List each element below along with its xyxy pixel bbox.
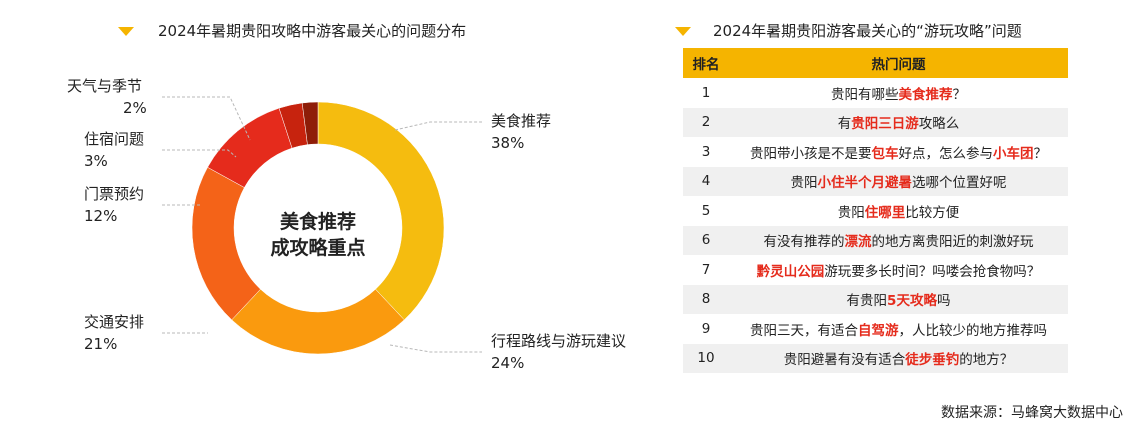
slice-label-lodging: 住宿问题 3% (84, 128, 144, 172)
slice-value-food: 38% (491, 134, 525, 152)
question-text: ？ (952, 86, 967, 103)
slice-label-tickets: 门票预约 12% (84, 183, 144, 227)
slice-value-tickets: 12% (84, 207, 118, 225)
rank-cell: 7 (701, 261, 711, 278)
question-text: 的地方离贵阳近的刺激好玩 (871, 234, 1034, 251)
slice-label-route: 行程路线与游玩建议 24% (491, 330, 626, 374)
section-marker-icon (118, 27, 134, 36)
center-line-2: 成攻略重点 (270, 237, 366, 259)
highlight-text: 漂流 (844, 234, 872, 251)
question-text: 的地方？ (959, 352, 1014, 369)
slice-label-transport: 交通安排 21% (84, 311, 144, 355)
section-marker-icon (675, 27, 691, 36)
table-header-row: 排名 热门问题 (683, 48, 1068, 78)
header-rank: 排名 (683, 48, 729, 78)
table-row: 3 贵阳带小孩是不是要包车好点，怎么参与小车团？ (683, 137, 1068, 167)
slice-name-route: 行程路线与游玩建议 (491, 332, 627, 350)
slice-value-lodging: 3% (84, 152, 108, 170)
rank-cell: 10 (683, 343, 729, 373)
highlight-text: 美食推荐 (898, 86, 953, 103)
rank-cell: 9 (701, 320, 711, 337)
rank-cell: 8 (683, 284, 729, 314)
question-text: 有贵阳 (846, 293, 888, 310)
slice-name-lodging: 住宿问题 (84, 130, 145, 148)
table-row: 6 有没有推荐的漂流的地方离贵阳近的刺激好玩 (683, 225, 1068, 255)
question-text: 比较方便 (905, 204, 960, 221)
highlight-text: 黔灵山公园 (756, 263, 825, 280)
question-text: 有没有推荐的 (763, 234, 845, 251)
highlight-text: 小住半个月避暑 (817, 175, 913, 192)
rank-cell: 6 (683, 225, 729, 255)
question-cell: 黔灵山公园游玩要多长时间？吗喽会抢食物吗？ (729, 255, 1068, 285)
donut-slice-food (317, 101, 445, 321)
table-row: 10 贵阳避暑有没有适合徒步垂钓的地方？ (683, 343, 1068, 373)
table-row: 8 有贵阳5天攻略吗 (683, 284, 1068, 314)
question-cell: 贵阳带小孩是不是要包车好点，怎么参与小车团？ (729, 137, 1068, 167)
highlight-text: 贵阳三日游 (851, 116, 919, 133)
table-row: 4 贵阳小住半个月避暑选哪个位置好呢 (683, 166, 1068, 196)
highlight-text: 小车团 (993, 145, 1034, 162)
slice-label-food: 美食推荐 38% (491, 110, 551, 154)
question-text: 攻略么 (918, 116, 960, 133)
slice-value-route: 24% (491, 354, 525, 372)
question-text: 贵阳带小孩是不是要 (750, 145, 872, 162)
question-text: 有 (837, 116, 852, 133)
question-text: ，人比较少的地方推荐吗 (898, 322, 1048, 339)
slice-value-weather: 2% (123, 99, 147, 117)
question-text: 游玩要多长时间？吗喽会抢食物吗？ (824, 263, 1041, 280)
question-cell: 贵阳有哪些美食推荐？ (729, 78, 1068, 108)
left-chart-title: 2024年暑期贵阳攻略中游客最关心的问题分布 (158, 22, 467, 40)
question-text: 贵阳三天，有适合 (750, 322, 858, 339)
highlight-text: 包车 (871, 145, 899, 162)
table-row: 2 有贵阳三日游攻略么 (683, 107, 1068, 137)
slice-name-transport: 交通安排 (84, 313, 145, 331)
donut-center-text: 美食推荐 成攻略重点 (238, 209, 398, 261)
data-source: 数据来源：马蜂窝大数据中心 (941, 405, 1123, 421)
rank-cell: 1 (701, 84, 711, 101)
table-row: 9 贵阳三天，有适合自驾游，人比较少的地方推荐吗 (683, 314, 1068, 344)
question-cell: 贵阳小住半个月避暑选哪个位置好呢 (729, 166, 1068, 196)
rank-cell: 2 (683, 107, 729, 137)
slice-name-food: 美食推荐 (491, 112, 552, 130)
ranking-table: 排名 热门问题 1 贵阳有哪些美食推荐？ 2 有贵阳三日游攻略么 3 贵阳带小孩是不是要包… (683, 48, 1068, 373)
question-text: 选哪个位置好呢 (912, 175, 1007, 192)
question-text: 贵阳 (790, 175, 818, 192)
table-body: 1 贵阳有哪些美食推荐？ 2 有贵阳三日游攻略么 3 贵阳带小孩是不是要包车好点，怎么参与… (683, 78, 1068, 373)
question-text: ？ (1033, 145, 1048, 162)
question-text: 贵阳避暑有没有适合 (783, 352, 906, 369)
header-question: 热门问题 (729, 48, 1068, 78)
highlight-text: 5天攻略 (887, 293, 937, 310)
rank-cell: 3 (701, 143, 711, 160)
slice-name-tickets: 门票预约 (84, 185, 145, 203)
table-row: 5 贵阳住哪里比较方便 (683, 196, 1068, 226)
slice-name-weather: 天气与季节 (67, 77, 143, 95)
rank-cell: 5 (701, 202, 711, 219)
highlight-text: 自驾游 (858, 322, 899, 339)
table-row: 7 黔灵山公园游玩要多长时间？吗喽会抢食物吗？ (683, 255, 1068, 285)
table-row: 1 贵阳有哪些美食推荐？ (683, 78, 1068, 108)
highlight-text: 住哪里 (864, 204, 906, 221)
center-line-1: 美食推荐 (279, 211, 356, 233)
question-cell: 贵阳三天，有适合自驾游，人比较少的地方推荐吗 (729, 314, 1068, 344)
question-cell: 有贵阳三日游攻略么 (729, 107, 1068, 137)
slice-label-weather: 天气与季节 2% (67, 75, 147, 119)
question-text: 贵阳有哪些 (831, 86, 899, 103)
question-text: 吗 (936, 293, 951, 310)
question-cell: 贵阳住哪里比较方便 (729, 196, 1068, 226)
question-cell: 有没有推荐的漂流的地方离贵阳近的刺激好玩 (729, 225, 1068, 255)
donut-slice-weather (301, 101, 319, 145)
slice-value-transport: 21% (84, 335, 118, 353)
donut-chart (191, 101, 445, 355)
question-cell: 有贵阳5天攻略吗 (729, 284, 1068, 314)
highlight-text: 徒步垂钓 (905, 352, 960, 369)
question-cell: 贵阳避暑有没有适合徒步垂钓的地方？ (729, 343, 1068, 373)
donut-slice-route (231, 288, 405, 355)
question-text: 好点，怎么参与 (898, 145, 994, 162)
rank-cell: 4 (683, 166, 729, 196)
question-text: 贵阳 (837, 204, 865, 221)
right-table-title: 2024年暑期贵阳游客最关心的“游玩攻略”问题 (713, 22, 1022, 40)
